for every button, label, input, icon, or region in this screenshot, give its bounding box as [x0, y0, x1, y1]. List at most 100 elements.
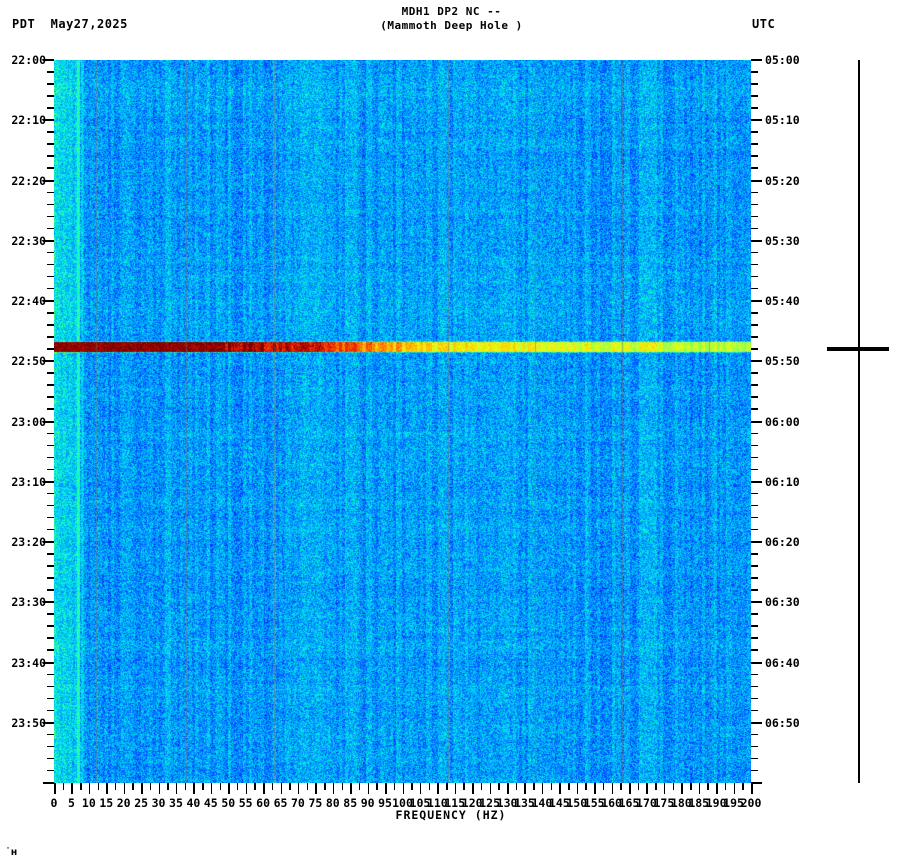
- y-axis-minor-tick: [47, 553, 54, 555]
- x-axis-label: 120: [461, 796, 483, 810]
- y-axis-minor-tick-right: [751, 107, 758, 109]
- x-axis-major-tick: [611, 783, 614, 794]
- x-axis-label: 115: [444, 796, 466, 810]
- y-axis-major-tick-right: [751, 782, 762, 784]
- y-axis-label-utc: 06:30: [765, 595, 800, 610]
- x-axis-label: 160: [601, 796, 622, 810]
- y-axis-minor-tick-right: [751, 553, 758, 555]
- x-axis-major-tick: [263, 783, 265, 794]
- y-axis-minor-tick-right: [751, 251, 758, 254]
- x-axis-major-tick: [733, 783, 736, 794]
- y-axis-minor-tick-right: [751, 649, 758, 651]
- x-axis-major-tick: [245, 783, 248, 794]
- y-axis-major-tick-right: [751, 661, 762, 664]
- x-axis-major-tick: [88, 783, 91, 794]
- y-axis-minor-tick: [47, 215, 54, 218]
- x-axis-label: 90: [360, 796, 375, 810]
- station-code-label: MDH1 DP2 NC --: [401, 5, 502, 18]
- y-axis-label-pdt: 23:00: [11, 414, 46, 429]
- x-axis-minor-tick: [428, 783, 431, 790]
- y-axis-minor-tick: [47, 71, 54, 73]
- x-axis-label: 30: [151, 796, 166, 810]
- y-axis-minor-tick-right: [751, 155, 758, 157]
- event-marker-tick[interactable]: [827, 347, 889, 351]
- x-axis-label: 155: [583, 796, 605, 810]
- x-axis-minor-tick: [306, 783, 309, 790]
- y-axis-major-tick: [43, 59, 54, 61]
- y-axis-minor-tick: [47, 83, 54, 85]
- x-axis-major-tick: [524, 783, 526, 794]
- x-axis-minor-tick: [393, 783, 396, 790]
- y-axis-minor-tick-right: [751, 372, 758, 374]
- y-axis-minor-tick-right: [751, 733, 758, 736]
- x-axis-major-tick: [332, 783, 335, 794]
- y-axis-major-tick: [43, 661, 54, 664]
- y-axis-major-tick-right: [751, 360, 762, 363]
- y-axis-minor-tick-right: [751, 215, 758, 218]
- x-axis-major-tick: [559, 783, 561, 794]
- x-axis-minor-tick: [620, 783, 622, 790]
- x-axis-major-tick: [54, 783, 56, 794]
- y-axis-minor-tick: [47, 408, 54, 410]
- x-axis-major-tick: [385, 783, 387, 794]
- x-axis-minor-tick: [742, 783, 744, 790]
- y-axis-minor-tick: [47, 757, 54, 760]
- x-axis-minor-tick: [219, 783, 222, 790]
- y-axis-minor-tick-right: [751, 287, 758, 290]
- y-axis-major-tick: [43, 179, 54, 182]
- y-axis-minor-tick: [47, 709, 54, 712]
- x-axis-label: 55: [238, 796, 253, 810]
- y-axis-minor-tick: [47, 528, 54, 531]
- x-axis-major-tick: [472, 783, 474, 794]
- y-axis-minor-tick-right: [751, 516, 758, 519]
- x-axis-major-tick: [646, 783, 648, 794]
- y-axis-major-tick: [43, 601, 54, 604]
- y-axis-label-pdt: 22:20: [11, 173, 46, 188]
- y-axis-minor-tick: [47, 384, 54, 386]
- y-axis-label-utc: 05:40: [765, 294, 800, 308]
- x-axis-minor-tick: [324, 783, 326, 790]
- x-axis-major-tick: [419, 783, 422, 794]
- x-axis-minor-tick: [637, 783, 640, 790]
- x-axis-minor-tick: [602, 783, 605, 790]
- y-axis-label-utc: 06:00: [765, 414, 800, 429]
- x-axis-minor-tick: [358, 783, 361, 790]
- y-axis-minor-tick-right: [751, 432, 758, 435]
- y-axis-minor-tick-right: [751, 673, 758, 676]
- x-axis-major-tick: [663, 783, 666, 794]
- spectrogram-plot[interactable]: [54, 60, 751, 783]
- x-axis-label: 195: [723, 796, 744, 810]
- y-axis-major-tick-right: [751, 601, 762, 604]
- y-axis-major-tick: [43, 541, 54, 543]
- x-axis-major-tick: [594, 783, 596, 794]
- y-axis-minor-tick: [47, 396, 54, 398]
- y-axis-major-tick-right: [751, 119, 762, 122]
- x-axis-minor-tick: [202, 783, 204, 790]
- y-axis-major-tick-right: [751, 721, 762, 724]
- x-axis-major-tick: [576, 783, 579, 794]
- x-axis-label: 175: [653, 796, 675, 810]
- x-axis-label: 60: [256, 796, 271, 810]
- y-axis-label-pdt: 22:40: [11, 294, 46, 308]
- x-axis-major-tick: [454, 783, 457, 794]
- x-axis-label: 15: [99, 796, 114, 810]
- x-axis-minor-tick: [254, 783, 256, 790]
- x-axis-major-tick: [210, 783, 213, 794]
- y-axis-minor-tick-right: [751, 71, 758, 73]
- y-axis-minor-tick: [47, 191, 54, 194]
- y-axis-minor-tick: [47, 348, 54, 350]
- y-axis-label-pdt: 22:10: [11, 113, 46, 128]
- x-axis-major-tick: [698, 783, 701, 794]
- x-axis-label: 170: [636, 796, 657, 810]
- y-axis-label-pdt: 23:20: [11, 535, 46, 549]
- y-axis-minor-tick-right: [751, 565, 758, 567]
- y-axis-minor-tick-right: [751, 191, 758, 194]
- y-axis-major-tick: [43, 239, 54, 242]
- x-axis-minor-tick: [167, 783, 169, 790]
- x-axis-minor-tick: [480, 783, 483, 790]
- x-axis-minor-tick: [289, 783, 291, 790]
- y-axis-minor-tick: [47, 565, 54, 567]
- x-axis-minor-tick: [550, 783, 553, 790]
- x-axis-major-tick: [402, 783, 404, 794]
- x-axis-major-tick: [228, 783, 230, 794]
